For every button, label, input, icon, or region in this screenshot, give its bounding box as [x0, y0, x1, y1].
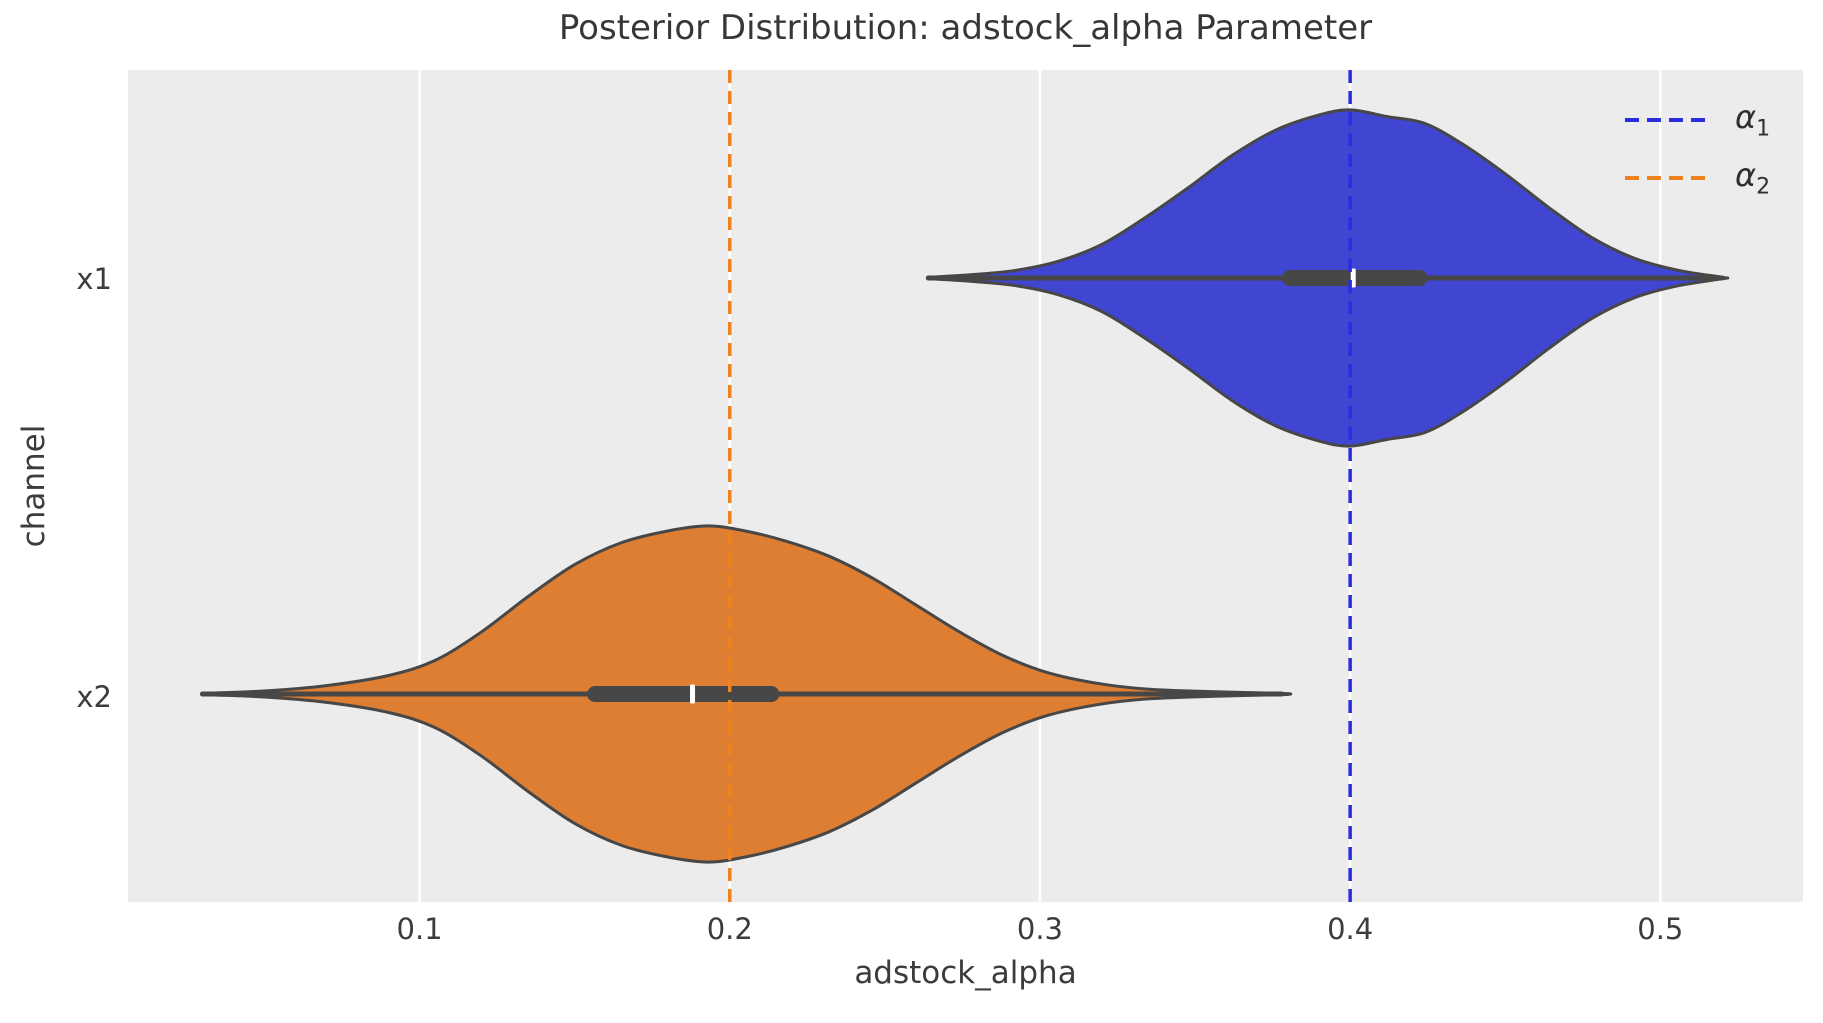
iqr-box-x2 [587, 686, 780, 702]
legend-label-alpha1: α1 [1735, 98, 1787, 141]
chart-title: Posterior Distribution: adstock_alpha Pa… [558, 8, 1373, 48]
median-tick-x2 [690, 684, 696, 704]
legend-line-alpha2-icon [1625, 176, 1707, 180]
y-axis-label: channel [16, 424, 52, 548]
legend-label-alpha2: α2 [1735, 156, 1787, 199]
legend-item-alpha2[interactable]: α2 [1625, 156, 1787, 200]
alpha1-subscript: 1 [1756, 116, 1771, 142]
plot-area: α1 α2 [128, 70, 1803, 902]
legend: α1 α2 [1625, 98, 1787, 214]
x-tick-label: 0.1 [396, 912, 443, 946]
y-tick-label-x1: x1 [76, 262, 112, 296]
alpha2-subscript: 2 [1756, 174, 1771, 200]
x-tick-label: 0.2 [706, 912, 753, 946]
x-axis-label: adstock_alpha [854, 955, 1077, 991]
y-tick-label-x2: x2 [76, 680, 112, 714]
legend-line-alpha1-icon [1625, 118, 1707, 122]
legend-item-alpha1[interactable]: α1 [1625, 98, 1787, 142]
violin-plot-canvas [199, 70, 1730, 902]
x-tick-label: 0.4 [1327, 912, 1374, 946]
x-tick-label: 0.5 [1637, 912, 1684, 946]
alpha2-symbol: α [1735, 156, 1757, 195]
median-tick-x1 [1350, 268, 1356, 288]
x-tick-label: 0.3 [1016, 912, 1063, 946]
alpha1-symbol: α [1735, 98, 1757, 137]
